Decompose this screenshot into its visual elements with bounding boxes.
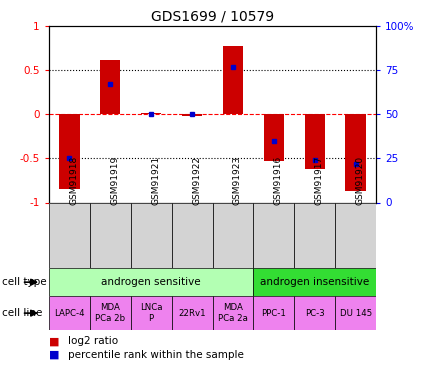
Bar <box>212 202 253 268</box>
Bar <box>212 296 253 330</box>
Bar <box>253 202 294 268</box>
Bar <box>49 268 253 296</box>
Text: GSM91919: GSM91919 <box>110 156 119 205</box>
Text: LNCa
P: LNCa P <box>140 303 162 323</box>
Bar <box>141 112 162 114</box>
Text: GSM91923: GSM91923 <box>233 156 242 205</box>
Bar <box>253 296 294 330</box>
Text: GDS1699 / 10579: GDS1699 / 10579 <box>151 9 274 23</box>
Text: percentile rank within the sample: percentile rank within the sample <box>68 350 244 360</box>
Bar <box>131 202 172 268</box>
Bar <box>59 114 79 189</box>
Bar <box>182 114 202 116</box>
Text: androgen sensitive: androgen sensitive <box>101 277 201 287</box>
Bar <box>335 296 376 330</box>
Bar <box>253 268 376 296</box>
Text: androgen insensitive: androgen insensitive <box>260 277 369 287</box>
Bar <box>172 202 212 268</box>
Bar <box>49 296 90 330</box>
Bar <box>305 114 325 169</box>
Text: PPC-1: PPC-1 <box>261 309 286 318</box>
Text: PC-3: PC-3 <box>305 309 325 318</box>
Text: MDA
PCa 2b: MDA PCa 2b <box>95 303 125 323</box>
Text: LAPC-4: LAPC-4 <box>54 309 85 318</box>
Bar <box>294 202 335 268</box>
Bar <box>346 114 366 191</box>
Bar <box>294 296 335 330</box>
Text: ■: ■ <box>49 350 60 360</box>
Bar <box>49 202 90 268</box>
Bar <box>100 60 120 114</box>
Text: 22Rv1: 22Rv1 <box>178 309 206 318</box>
Text: ■: ■ <box>49 336 60 346</box>
Text: log2 ratio: log2 ratio <box>68 336 118 346</box>
Text: GSM91918: GSM91918 <box>69 156 78 205</box>
Text: MDA
PCa 2a: MDA PCa 2a <box>218 303 248 323</box>
Bar <box>335 202 376 268</box>
Text: GSM91920: GSM91920 <box>356 156 365 205</box>
Bar <box>264 114 284 161</box>
Bar <box>131 296 172 330</box>
Text: GSM91921: GSM91921 <box>151 156 160 205</box>
Text: GSM91922: GSM91922 <box>192 156 201 205</box>
Text: GSM91917: GSM91917 <box>315 156 324 205</box>
Text: cell line: cell line <box>2 308 42 318</box>
Bar <box>223 46 243 114</box>
Text: GSM91916: GSM91916 <box>274 156 283 205</box>
Text: cell type: cell type <box>2 277 47 287</box>
Bar <box>90 202 131 268</box>
Bar <box>90 296 131 330</box>
Bar <box>172 296 212 330</box>
Text: DU 145: DU 145 <box>340 309 372 318</box>
